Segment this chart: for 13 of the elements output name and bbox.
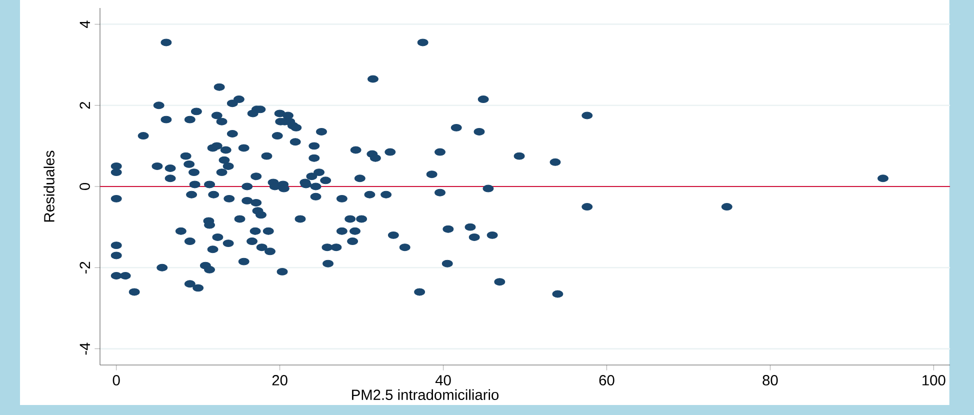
x-tick-label: 0 bbox=[112, 375, 120, 386]
x-tick-label: 40 bbox=[435, 375, 451, 386]
x-tick-label: 100 bbox=[922, 375, 946, 386]
y-tick-label: -4 bbox=[80, 342, 90, 355]
y-tick-label: 0 bbox=[80, 183, 90, 190]
y-axis-title: Residuales bbox=[44, 150, 54, 222]
x-tick-label: 80 bbox=[762, 375, 778, 386]
x-tick-label: 60 bbox=[599, 375, 614, 386]
x-axis-title: PM2.5 intradomiciliario bbox=[352, 389, 499, 400]
x-tick-label: 20 bbox=[272, 375, 288, 386]
y-tick-label: -2 bbox=[80, 262, 90, 274]
y-tick-label: 4 bbox=[80, 20, 90, 28]
y-tick-label: 2 bbox=[80, 102, 90, 109]
